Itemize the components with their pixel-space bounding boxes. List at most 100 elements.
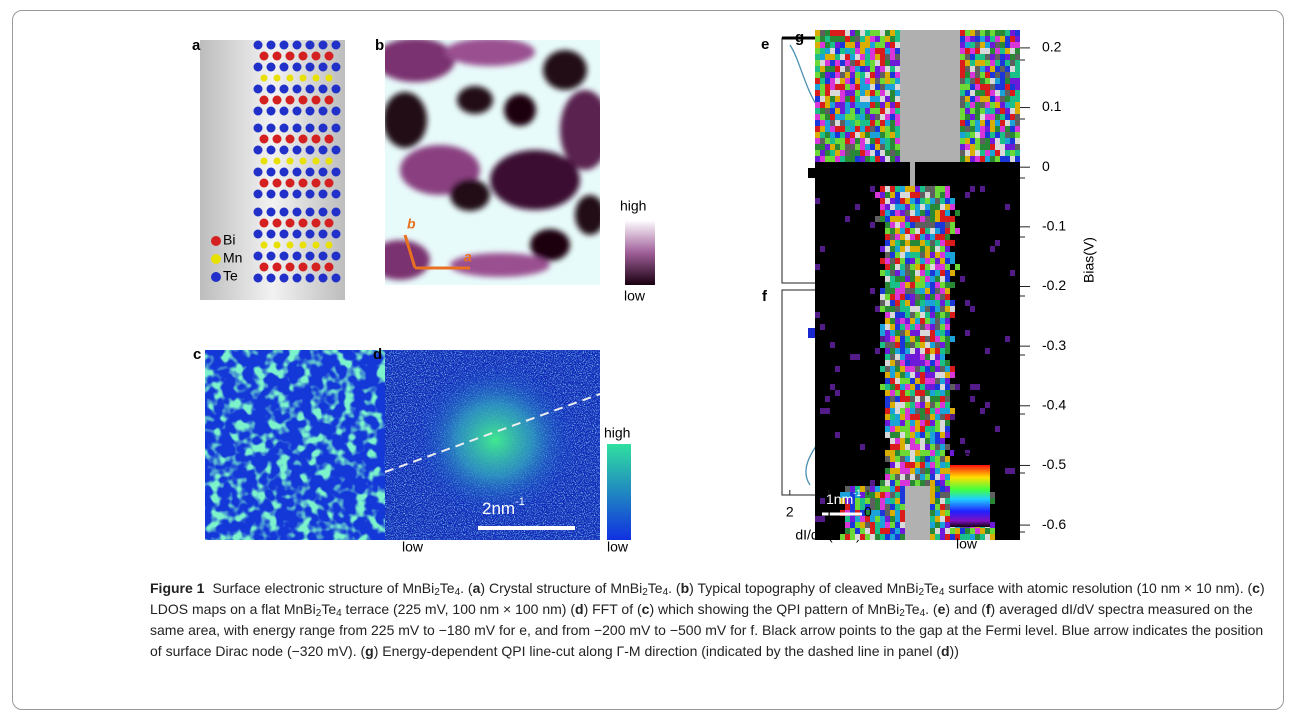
pixel bbox=[920, 126, 925, 132]
pixel bbox=[995, 36, 1000, 42]
pixel bbox=[965, 528, 970, 534]
atom bbox=[311, 218, 321, 228]
pixel bbox=[905, 156, 910, 162]
pixel bbox=[890, 432, 895, 438]
pixel bbox=[900, 264, 905, 270]
caption-text: surface with atomic resolution (10 nm × … bbox=[944, 580, 1253, 596]
pixel bbox=[925, 486, 930, 492]
atom bbox=[253, 145, 263, 155]
pixel bbox=[970, 528, 975, 534]
pixel bbox=[830, 66, 835, 72]
pixel bbox=[935, 192, 940, 198]
caption-ref: d bbox=[940, 643, 950, 659]
pixel bbox=[920, 360, 925, 366]
pixel bbox=[875, 528, 880, 534]
pixel bbox=[830, 36, 835, 42]
pixel bbox=[880, 288, 885, 294]
pixel bbox=[855, 84, 860, 90]
pixel bbox=[895, 150, 900, 156]
pixel bbox=[915, 30, 920, 36]
pixel bbox=[890, 150, 895, 156]
pixel bbox=[905, 246, 910, 252]
y-axis-label: Bias(V) bbox=[1081, 237, 1097, 283]
pixel bbox=[930, 342, 935, 348]
pixel bbox=[940, 42, 945, 48]
pixel bbox=[845, 150, 850, 156]
pixel bbox=[925, 360, 930, 366]
pixel bbox=[915, 468, 920, 474]
pixel bbox=[985, 48, 990, 54]
pixel bbox=[890, 30, 895, 36]
colorbar-label: high bbox=[604, 425, 630, 441]
pixel bbox=[855, 36, 860, 42]
pixel bbox=[820, 36, 825, 42]
atom bbox=[292, 145, 302, 155]
pixel bbox=[945, 318, 950, 324]
pixel bbox=[830, 96, 835, 102]
pixel bbox=[930, 204, 935, 210]
pixel bbox=[845, 60, 850, 66]
atom bbox=[298, 134, 308, 144]
pixel bbox=[940, 288, 945, 294]
pixel bbox=[920, 132, 925, 138]
pixel bbox=[895, 318, 900, 324]
pixel bbox=[890, 108, 895, 114]
pixel bbox=[900, 282, 905, 288]
atom bbox=[285, 218, 295, 228]
pixel bbox=[925, 198, 930, 204]
pixel bbox=[845, 96, 850, 102]
atom bbox=[266, 207, 276, 217]
pixel bbox=[905, 330, 910, 336]
pixel bbox=[900, 396, 905, 402]
pixel bbox=[915, 498, 920, 504]
pixel bbox=[880, 42, 885, 48]
pixel bbox=[885, 234, 890, 240]
pixel bbox=[850, 486, 855, 492]
pixel bbox=[925, 72, 930, 78]
pixel bbox=[875, 132, 880, 138]
pixel bbox=[885, 348, 890, 354]
pixel bbox=[950, 270, 955, 276]
caption-text: terrace (225 mV, 100 nm × 100 nm) ( bbox=[341, 601, 575, 617]
legend-swatch bbox=[211, 272, 221, 282]
pixel bbox=[930, 354, 935, 360]
pixel bbox=[870, 78, 875, 84]
pixel bbox=[905, 120, 910, 126]
pixel bbox=[895, 210, 900, 216]
pixel bbox=[1015, 114, 1020, 120]
pixel bbox=[895, 480, 900, 486]
pixel bbox=[980, 528, 985, 534]
atom bbox=[279, 229, 289, 239]
pixel bbox=[895, 348, 900, 354]
pixel bbox=[860, 54, 865, 60]
pixel bbox=[890, 42, 895, 48]
pixel bbox=[910, 60, 915, 66]
pixel bbox=[895, 48, 900, 54]
pixel bbox=[920, 42, 925, 48]
pixel bbox=[990, 102, 995, 108]
pixel bbox=[855, 72, 860, 78]
pixel bbox=[1010, 96, 1015, 102]
scale-bar-label: 1nm-1 bbox=[826, 488, 861, 506]
pixel bbox=[890, 60, 895, 66]
pixel bbox=[1005, 66, 1010, 72]
pixel bbox=[960, 276, 965, 282]
pixel bbox=[945, 282, 950, 288]
pixel bbox=[955, 72, 960, 78]
pixel bbox=[885, 420, 890, 426]
pixel bbox=[930, 348, 935, 354]
pixel bbox=[895, 414, 900, 420]
pixel bbox=[880, 522, 885, 528]
pixel bbox=[870, 522, 875, 528]
pixel bbox=[935, 156, 940, 162]
atom bbox=[299, 241, 307, 249]
pixel bbox=[890, 282, 895, 288]
pixel bbox=[895, 390, 900, 396]
pixel bbox=[840, 492, 845, 498]
pixel bbox=[1010, 72, 1015, 78]
pixel bbox=[935, 120, 940, 126]
atom bbox=[305, 84, 315, 94]
pixel bbox=[915, 84, 920, 90]
pixel bbox=[875, 114, 880, 120]
pixel bbox=[945, 504, 950, 510]
